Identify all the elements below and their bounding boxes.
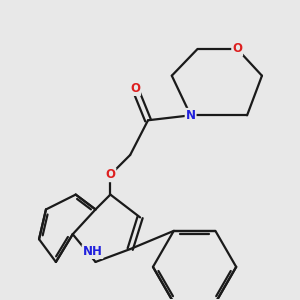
Text: O: O xyxy=(130,82,140,95)
Text: O: O xyxy=(105,168,116,181)
Text: O: O xyxy=(232,42,242,56)
Text: NH: NH xyxy=(82,245,103,258)
Text: N: N xyxy=(186,109,196,122)
